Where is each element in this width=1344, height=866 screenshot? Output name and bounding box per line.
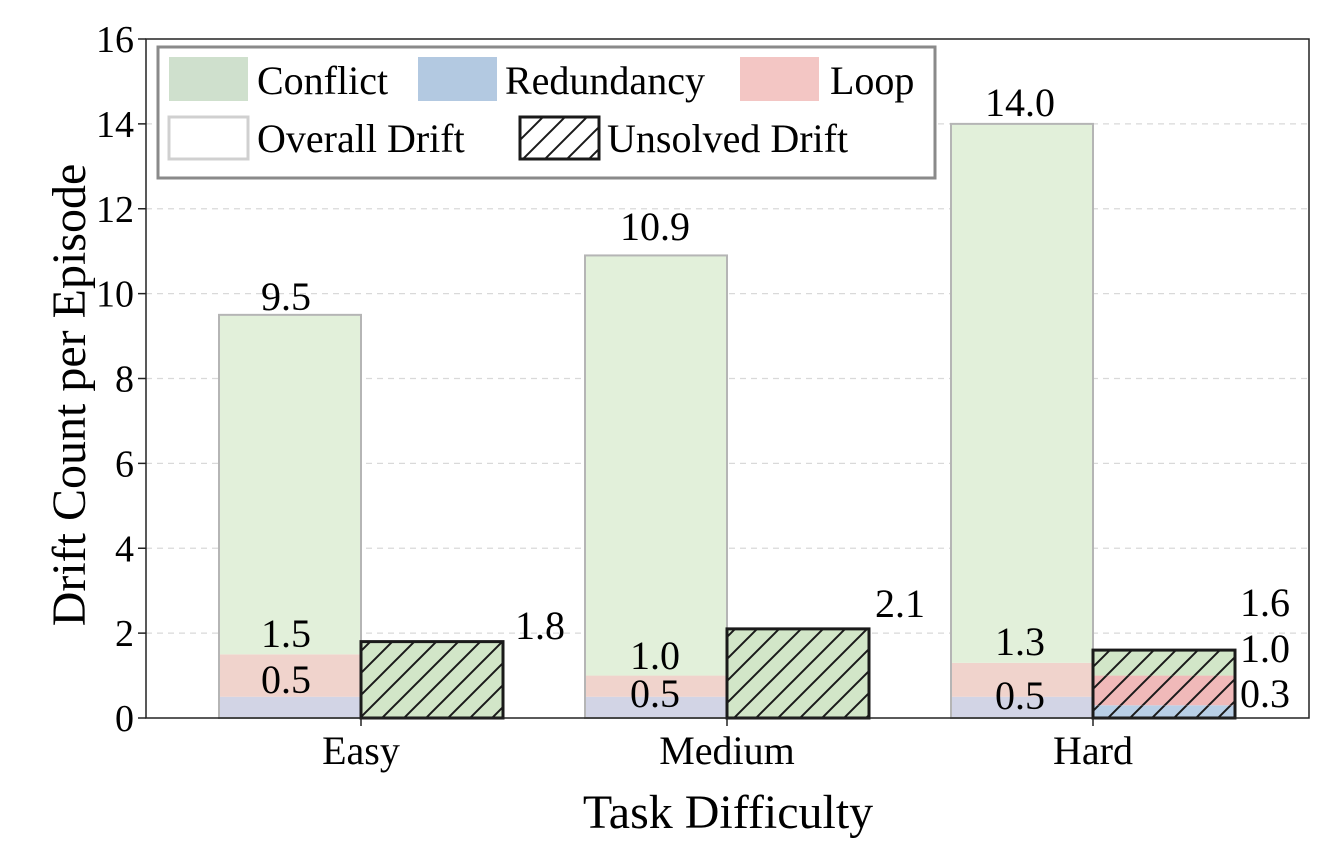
value-label: 1.0 — [1240, 626, 1290, 671]
legend-label-conflict: Conflict — [257, 58, 388, 103]
legend-label-loop: Loop — [830, 58, 914, 103]
gridlines — [146, 123, 1309, 634]
bar-overall-conflict-hard — [951, 123, 1093, 663]
axes: 0 2 4 6 8 10 12 14 16 Easy Medium Hard — [96, 19, 1133, 773]
y-tick-label: 0 — [115, 698, 134, 740]
y-tick-label: 4 — [115, 528, 134, 570]
y-axis-label: Drift Count per Episode — [43, 164, 96, 627]
legend-swatch-conflict — [169, 57, 248, 101]
legend-label-redundancy: Redundancy — [505, 58, 705, 103]
legend-swatch-overall-drift — [167, 115, 250, 161]
legend-label-unsolved-drift: Unsolved Drift — [607, 116, 848, 161]
bar-overall-conflict-easy — [219, 314, 361, 655]
y-tick-label: 8 — [115, 359, 134, 401]
hatch-overlay — [1093, 675, 1235, 706]
legend-label-overall-drift: Overall Drift — [257, 116, 465, 161]
value-label: 0.3 — [1240, 671, 1290, 716]
y-tick-label: 2 — [115, 613, 134, 655]
x-axis-label: Task Difficulty — [583, 786, 873, 839]
y-tick-label: 6 — [115, 443, 134, 485]
hatch-overlay — [1093, 705, 1235, 718]
bar-overall-conflict-medium — [585, 255, 727, 676]
value-label: 0.5 — [261, 657, 311, 702]
bars — [218, 122, 1237, 720]
value-label: 1.3 — [995, 619, 1045, 664]
value-label: 0.5 — [630, 671, 680, 716]
bar-overall-redundancy-hard — [951, 696, 1093, 718]
value-label: 9.5 — [261, 274, 311, 319]
bar-overall-loop-hard — [951, 662, 1093, 697]
value-label: 14.0 — [985, 80, 1055, 125]
y-tick-label: 12 — [96, 189, 134, 231]
value-label: 0.5 — [995, 673, 1045, 718]
legend-swatch-unsolved-drift — [518, 115, 601, 161]
hatch-overlay — [1093, 650, 1235, 676]
value-label: 1.6 — [1240, 580, 1290, 625]
bar-overall-loop-easy — [219, 654, 361, 697]
y-tick-label: 10 — [96, 274, 134, 316]
x-tick-label: Hard — [1053, 728, 1133, 773]
legend-swatch-loop — [740, 57, 819, 101]
x-tick-label: Medium — [659, 728, 795, 773]
value-label: 2.1 — [875, 581, 925, 626]
bar-overall-redundancy-medium — [585, 696, 727, 718]
value-label: 1.0 — [630, 633, 680, 678]
y-tick-label: 14 — [96, 104, 134, 146]
value-label: 1.5 — [261, 611, 311, 656]
hatch-overlay — [727, 628, 869, 718]
legend: Conflict Redundancy Loop Overall Drift U… — [156, 45, 937, 180]
y-tick-label: 16 — [96, 19, 134, 61]
bar-overall-loop-medium — [585, 675, 727, 697]
legend-swatch-redundancy — [418, 57, 497, 101]
value-label: 1.8 — [515, 603, 565, 648]
hatch-overlay — [361, 641, 503, 718]
value-label: 10.9 — [620, 204, 690, 249]
bar-value-labels: 9.51.50.510.91.00.514.01.30.51.8 2.1 1.61.… — [261, 80, 1290, 718]
x-tick-label: Easy — [322, 728, 400, 773]
bar-overall-redundancy-easy — [219, 696, 361, 718]
